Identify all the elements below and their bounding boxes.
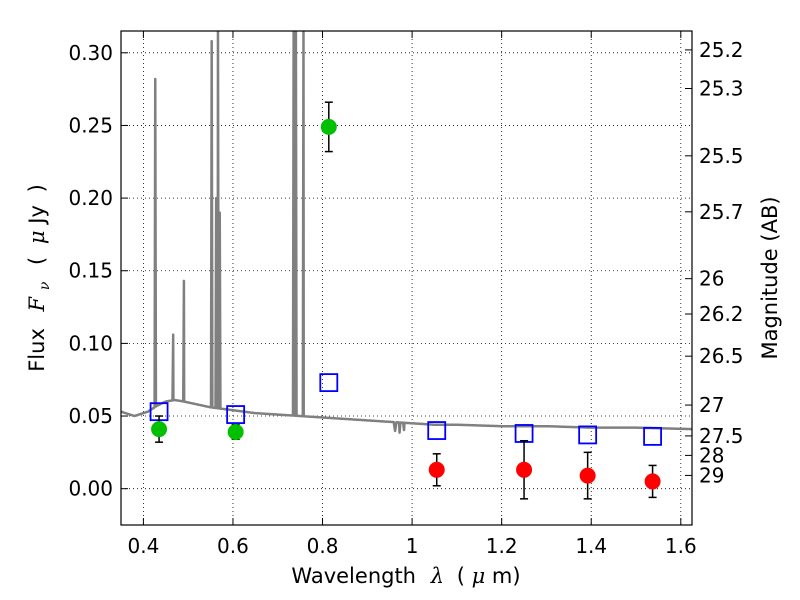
x-axis-title-unit: m) [492,564,521,588]
y-tick-label: 0.10 [68,331,113,355]
model-square-marker [578,425,598,445]
y-axis-title-f: F [25,295,49,312]
y2-tick-label: 25.3 [699,77,744,101]
y-tick-label: 0.05 [68,404,113,428]
y-tick-label: 0.15 [68,259,113,283]
y-axis-title-open-paren: ( [25,257,49,265]
model-square-marker [226,405,246,424]
observed-point [320,118,337,135]
ticks: 0.4 0.6 0.8 1 1.2 1.4 1.6 0.00 0.05 0.10 0.15 0.20 0… [68,31,744,558]
x-tick-label: 1.4 [575,534,607,558]
y-tick-label: 0.30 [68,41,113,65]
observed-point [516,461,533,478]
observed-point [644,473,661,490]
x-axis-title-word: Wavelength [291,564,416,588]
plot-layer [121,31,692,434]
x-tick-label: 0.6 [217,534,249,558]
model-square-marker [319,373,339,393]
y-tick-label: 0.20 [68,186,113,210]
y2-tick-label: 28 [699,443,724,467]
y2-tick-label: 25.7 [699,200,744,224]
x-axis-title-mu: μ [472,564,486,588]
spectrum-line [121,31,692,434]
x-tick-label: 1.2 [486,534,518,558]
y2-tick-label: 26.5 [699,344,744,368]
y-axis-title-nu: ν [37,281,53,290]
x-axis-title: Wavelength λ ( μ m) [291,564,520,588]
x-tick-label: 1.6 [665,534,697,558]
y2-tick-label: 26 [699,267,724,291]
observed-point [428,461,445,478]
plot-frame [120,30,693,526]
y2-tick-label: 29 [699,463,724,487]
y-tick-label: 0.00 [68,477,113,501]
y-tick-label: 0.25 [68,113,113,137]
y-axis-title-mu: μ [25,230,49,244]
observed-point [227,424,244,441]
model-square-marker [427,421,447,440]
x-axis-title-lambda: λ [430,564,444,588]
markers [149,101,662,500]
y2-tick-label: 27.5 [699,424,744,448]
observed-point [579,467,596,484]
x-tick-label: 1 [406,534,419,558]
x-tick-label: 0.4 [127,534,159,558]
y2-tick-label: 27 [699,393,724,417]
y2-axis-title: Magnitude (AB) [758,196,782,359]
x-axis-title-paren: ( [457,564,465,588]
observed-point [151,421,168,438]
plot-background [121,31,692,525]
y-axis-title-unit: Jy [25,205,49,226]
y2-tick-label: 25.5 [699,144,744,168]
y-axis-title: Flux F ν ( μ Jy ) [25,184,54,372]
y2-tick-label: 26.2 [699,302,744,326]
y-axis-title-word: Flux [25,328,49,372]
y2-tick-label: 25.2 [699,38,744,62]
x-tick-label: 0.8 [307,534,339,558]
y-axis-title-close-paren: ) [25,184,49,192]
model-square-marker [643,426,662,446]
